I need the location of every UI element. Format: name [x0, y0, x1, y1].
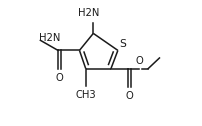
Text: O: O	[125, 91, 133, 101]
Text: H2N: H2N	[77, 8, 98, 18]
Text: O: O	[135, 56, 143, 66]
Text: H2N: H2N	[39, 33, 60, 43]
Text: S: S	[118, 39, 125, 49]
Text: CH3: CH3	[75, 90, 96, 100]
Text: O: O	[55, 73, 63, 83]
